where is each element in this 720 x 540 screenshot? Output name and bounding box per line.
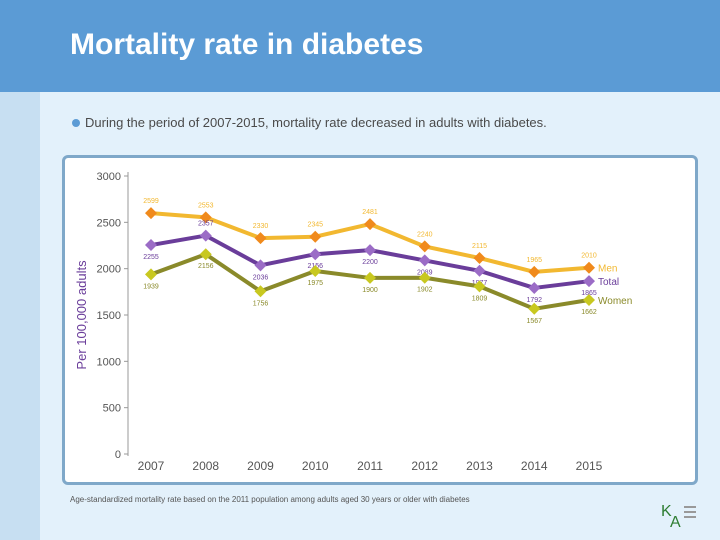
data-label: 2036 xyxy=(253,274,269,281)
x-tick-label: 2015 xyxy=(576,459,603,473)
data-label: 2200 xyxy=(362,259,378,266)
data-point xyxy=(145,239,157,252)
slide-title: Mortality rate in diabetes xyxy=(70,28,424,61)
data-point xyxy=(309,230,322,243)
svg-text:K: K xyxy=(661,503,672,520)
x-tick-label: 2009 xyxy=(247,459,274,473)
data-point xyxy=(309,248,322,261)
y-tick-label: 1000 xyxy=(97,356,121,368)
x-tick-label: 2014 xyxy=(521,459,548,473)
data-label: 1900 xyxy=(362,287,378,294)
y-axis-label: Per 100,000 adults xyxy=(74,260,89,370)
data-point xyxy=(145,268,157,281)
data-point xyxy=(364,244,376,257)
data-label: 2115 xyxy=(472,243,487,250)
y-tick-label: 500 xyxy=(103,403,121,415)
data-label: 2156 xyxy=(198,263,214,270)
data-point xyxy=(583,293,595,306)
data-label: 2481 xyxy=(362,209,378,216)
data-label: 2330 xyxy=(253,223,269,230)
data-point xyxy=(528,302,541,315)
x-tick-label: 2008 xyxy=(192,459,219,473)
data-label: 1792 xyxy=(526,297,542,304)
data-point xyxy=(145,207,157,220)
data-label: 2240 xyxy=(417,231,433,238)
x-tick-label: 2010 xyxy=(302,459,329,473)
y-tick-label: 3000 xyxy=(97,171,121,183)
data-point xyxy=(473,264,486,277)
x-tick-label: 2013 xyxy=(466,459,493,473)
data-point xyxy=(473,280,486,293)
data-label: 2599 xyxy=(143,198,159,205)
legend-label-men: Men xyxy=(598,264,617,275)
chart-frame xyxy=(62,155,698,485)
y-tick-label: 0 xyxy=(115,449,121,461)
x-tick-label: 2011 xyxy=(357,459,383,473)
bullet-icon xyxy=(72,118,80,127)
y-tick-label: 1500 xyxy=(97,310,121,322)
data-label: 1662 xyxy=(581,309,597,316)
y-tick-label: 2000 xyxy=(97,264,121,276)
data-label: 1975 xyxy=(307,280,323,287)
svg-text:A: A xyxy=(670,514,681,528)
bullet-point: During the period of 2007-2015, mortalit… xyxy=(72,115,547,130)
data-label: 1756 xyxy=(253,300,269,307)
header-band xyxy=(0,0,720,92)
footnote: Age-standardized mortality rate based on… xyxy=(70,495,470,504)
data-label: 2010 xyxy=(581,253,597,260)
data-point xyxy=(583,261,595,274)
data-label: 1567 xyxy=(526,318,542,325)
data-point xyxy=(418,240,431,253)
bullet-text: During the period of 2007-2015, mortalit… xyxy=(85,115,547,130)
kda-logo: K A xyxy=(661,503,696,528)
data-label: 2357 xyxy=(198,221,214,228)
data-point xyxy=(528,281,541,294)
side-band xyxy=(0,92,40,540)
data-point xyxy=(199,229,212,242)
data-point xyxy=(254,232,267,245)
data-label: 2255 xyxy=(143,254,159,261)
data-label: 1965 xyxy=(526,257,542,264)
data-point xyxy=(364,218,376,231)
data-point xyxy=(418,254,431,267)
data-point xyxy=(418,271,431,284)
data-label: 1902 xyxy=(417,287,433,294)
data-point xyxy=(199,211,212,224)
data-point xyxy=(254,285,267,298)
x-tick-label: 2007 xyxy=(138,459,165,473)
data-label: 2553 xyxy=(198,202,214,209)
y-tick-label: 2500 xyxy=(97,217,121,229)
x-tick-label: 2012 xyxy=(411,459,438,473)
data-label: 1865 xyxy=(581,290,597,297)
legend-label-total: Total xyxy=(598,277,619,288)
data-point xyxy=(254,259,267,272)
data-point xyxy=(309,264,322,277)
data-point xyxy=(473,252,486,265)
data-point xyxy=(528,265,541,278)
legend-label-women: Women xyxy=(598,296,632,307)
data-point xyxy=(199,248,212,261)
data-point xyxy=(583,275,595,288)
data-point xyxy=(364,271,376,284)
data-label: 1939 xyxy=(143,283,159,290)
data-label: 1809 xyxy=(472,295,488,302)
data-label: 2345 xyxy=(307,222,323,229)
